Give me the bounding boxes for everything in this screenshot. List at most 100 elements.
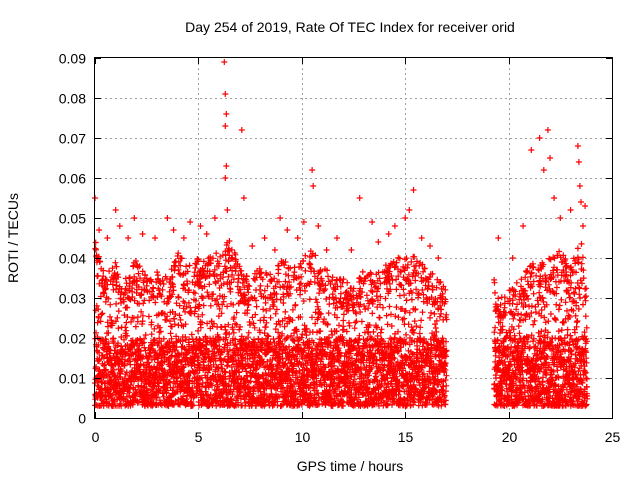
data-point xyxy=(312,296,319,303)
data-point xyxy=(237,323,244,330)
data-point xyxy=(510,315,517,322)
data-point xyxy=(200,302,207,309)
data-point xyxy=(175,400,182,407)
data-point xyxy=(228,246,235,253)
data-point xyxy=(185,299,192,306)
data-point xyxy=(273,306,280,313)
data-point xyxy=(124,332,130,339)
data-point xyxy=(186,287,193,294)
data-point xyxy=(358,318,365,325)
data-point xyxy=(172,311,179,317)
data-point xyxy=(176,312,183,319)
data-point xyxy=(420,291,427,298)
data-point xyxy=(317,328,324,335)
data-point xyxy=(113,263,120,270)
data-point xyxy=(142,272,149,279)
data-point xyxy=(139,268,146,275)
data-point xyxy=(136,366,143,373)
data-point xyxy=(118,334,125,340)
data-point xyxy=(149,288,155,295)
data-point xyxy=(222,368,229,375)
data-point xyxy=(109,320,116,326)
data-point xyxy=(261,314,268,321)
data-point xyxy=(142,332,149,338)
data-point xyxy=(123,319,130,326)
data-point xyxy=(183,396,190,403)
data-point xyxy=(239,280,246,286)
data-point xyxy=(491,279,498,286)
data-point xyxy=(204,339,211,346)
data-point xyxy=(106,268,113,275)
data-point xyxy=(235,279,241,286)
data-point xyxy=(243,273,250,279)
data-point xyxy=(282,308,289,315)
data-point xyxy=(401,292,408,299)
data-point xyxy=(135,284,142,290)
data-point xyxy=(195,327,201,334)
data-point xyxy=(233,321,240,328)
data-point xyxy=(156,324,163,331)
data-point xyxy=(245,329,252,336)
data-point xyxy=(237,388,244,395)
data-point xyxy=(138,308,145,315)
data-point xyxy=(112,318,119,325)
data-point xyxy=(236,369,243,376)
data-point xyxy=(231,314,238,321)
data-point xyxy=(132,386,139,393)
data-point xyxy=(212,357,219,364)
data-point xyxy=(275,270,282,277)
data-point xyxy=(172,347,179,354)
data-point xyxy=(250,275,257,282)
data-point xyxy=(134,314,141,321)
data-point xyxy=(160,335,167,342)
data-point xyxy=(206,272,213,279)
data-point xyxy=(204,289,211,296)
data-point xyxy=(241,284,248,291)
data-point xyxy=(140,279,147,286)
chart-title: Day 254 of 2019, Rate Of TEC Index for r… xyxy=(185,19,515,35)
data-point xyxy=(139,312,146,319)
data-point xyxy=(363,292,370,299)
data-point xyxy=(226,346,233,353)
data-point xyxy=(134,278,141,285)
data-point xyxy=(110,286,117,293)
data-point xyxy=(244,307,251,314)
data-point xyxy=(180,372,187,379)
data-point xyxy=(228,254,235,261)
data-point xyxy=(405,321,412,328)
data-point xyxy=(200,258,207,265)
data-point xyxy=(135,270,142,277)
data-point xyxy=(103,276,110,283)
data-point xyxy=(151,325,158,332)
data-point xyxy=(302,252,309,259)
data-point xyxy=(227,286,234,293)
data-point xyxy=(262,324,269,330)
data-point xyxy=(100,273,107,280)
data-point xyxy=(105,329,112,336)
data-point xyxy=(175,250,182,257)
data-point xyxy=(141,335,148,342)
data-point xyxy=(127,275,133,282)
data-point xyxy=(344,279,351,286)
data-point xyxy=(250,320,257,327)
data-point xyxy=(177,262,184,269)
data-point xyxy=(107,313,113,320)
data-point xyxy=(97,318,104,325)
data-point xyxy=(182,321,189,328)
data-point xyxy=(129,288,136,295)
data-point xyxy=(306,296,313,303)
data-point xyxy=(159,286,166,293)
data-point xyxy=(495,295,502,302)
data-point xyxy=(438,306,445,313)
data-point xyxy=(145,313,152,320)
data-point xyxy=(197,324,204,331)
data-point xyxy=(155,311,162,318)
data-point xyxy=(173,300,180,307)
data-point xyxy=(218,310,225,317)
data-point xyxy=(232,256,239,263)
data-point xyxy=(216,260,223,267)
data-point xyxy=(142,347,149,354)
data-point xyxy=(114,314,121,321)
data-point xyxy=(151,356,158,363)
